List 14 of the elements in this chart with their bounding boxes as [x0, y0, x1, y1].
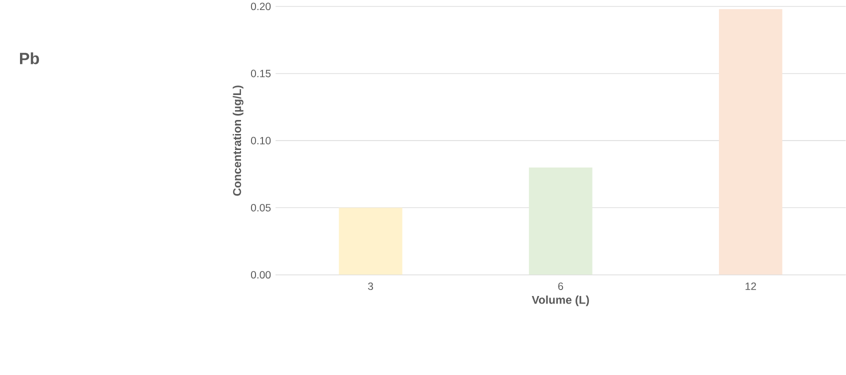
bar	[718, 8, 782, 275]
x-axis-title: Volume (L)	[532, 295, 589, 306]
y-tick-label: 0.10	[250, 136, 271, 144]
y-tick-label: 0.05	[250, 204, 271, 212]
bar	[338, 207, 402, 275]
bar	[528, 167, 592, 275]
text: Pb	[20, 52, 39, 64]
y-tick-label: 0.20	[250, 2, 271, 10]
y-tick-label: 0.00	[250, 270, 271, 278]
x-tick-label: 12	[746, 282, 756, 290]
y-tick-label: 0.15	[250, 70, 271, 78]
x-tick-label: 3	[368, 282, 374, 290]
x-tick-label: 6	[558, 282, 564, 290]
y-axis-title: Concentration (µg/L)	[232, 85, 244, 196]
